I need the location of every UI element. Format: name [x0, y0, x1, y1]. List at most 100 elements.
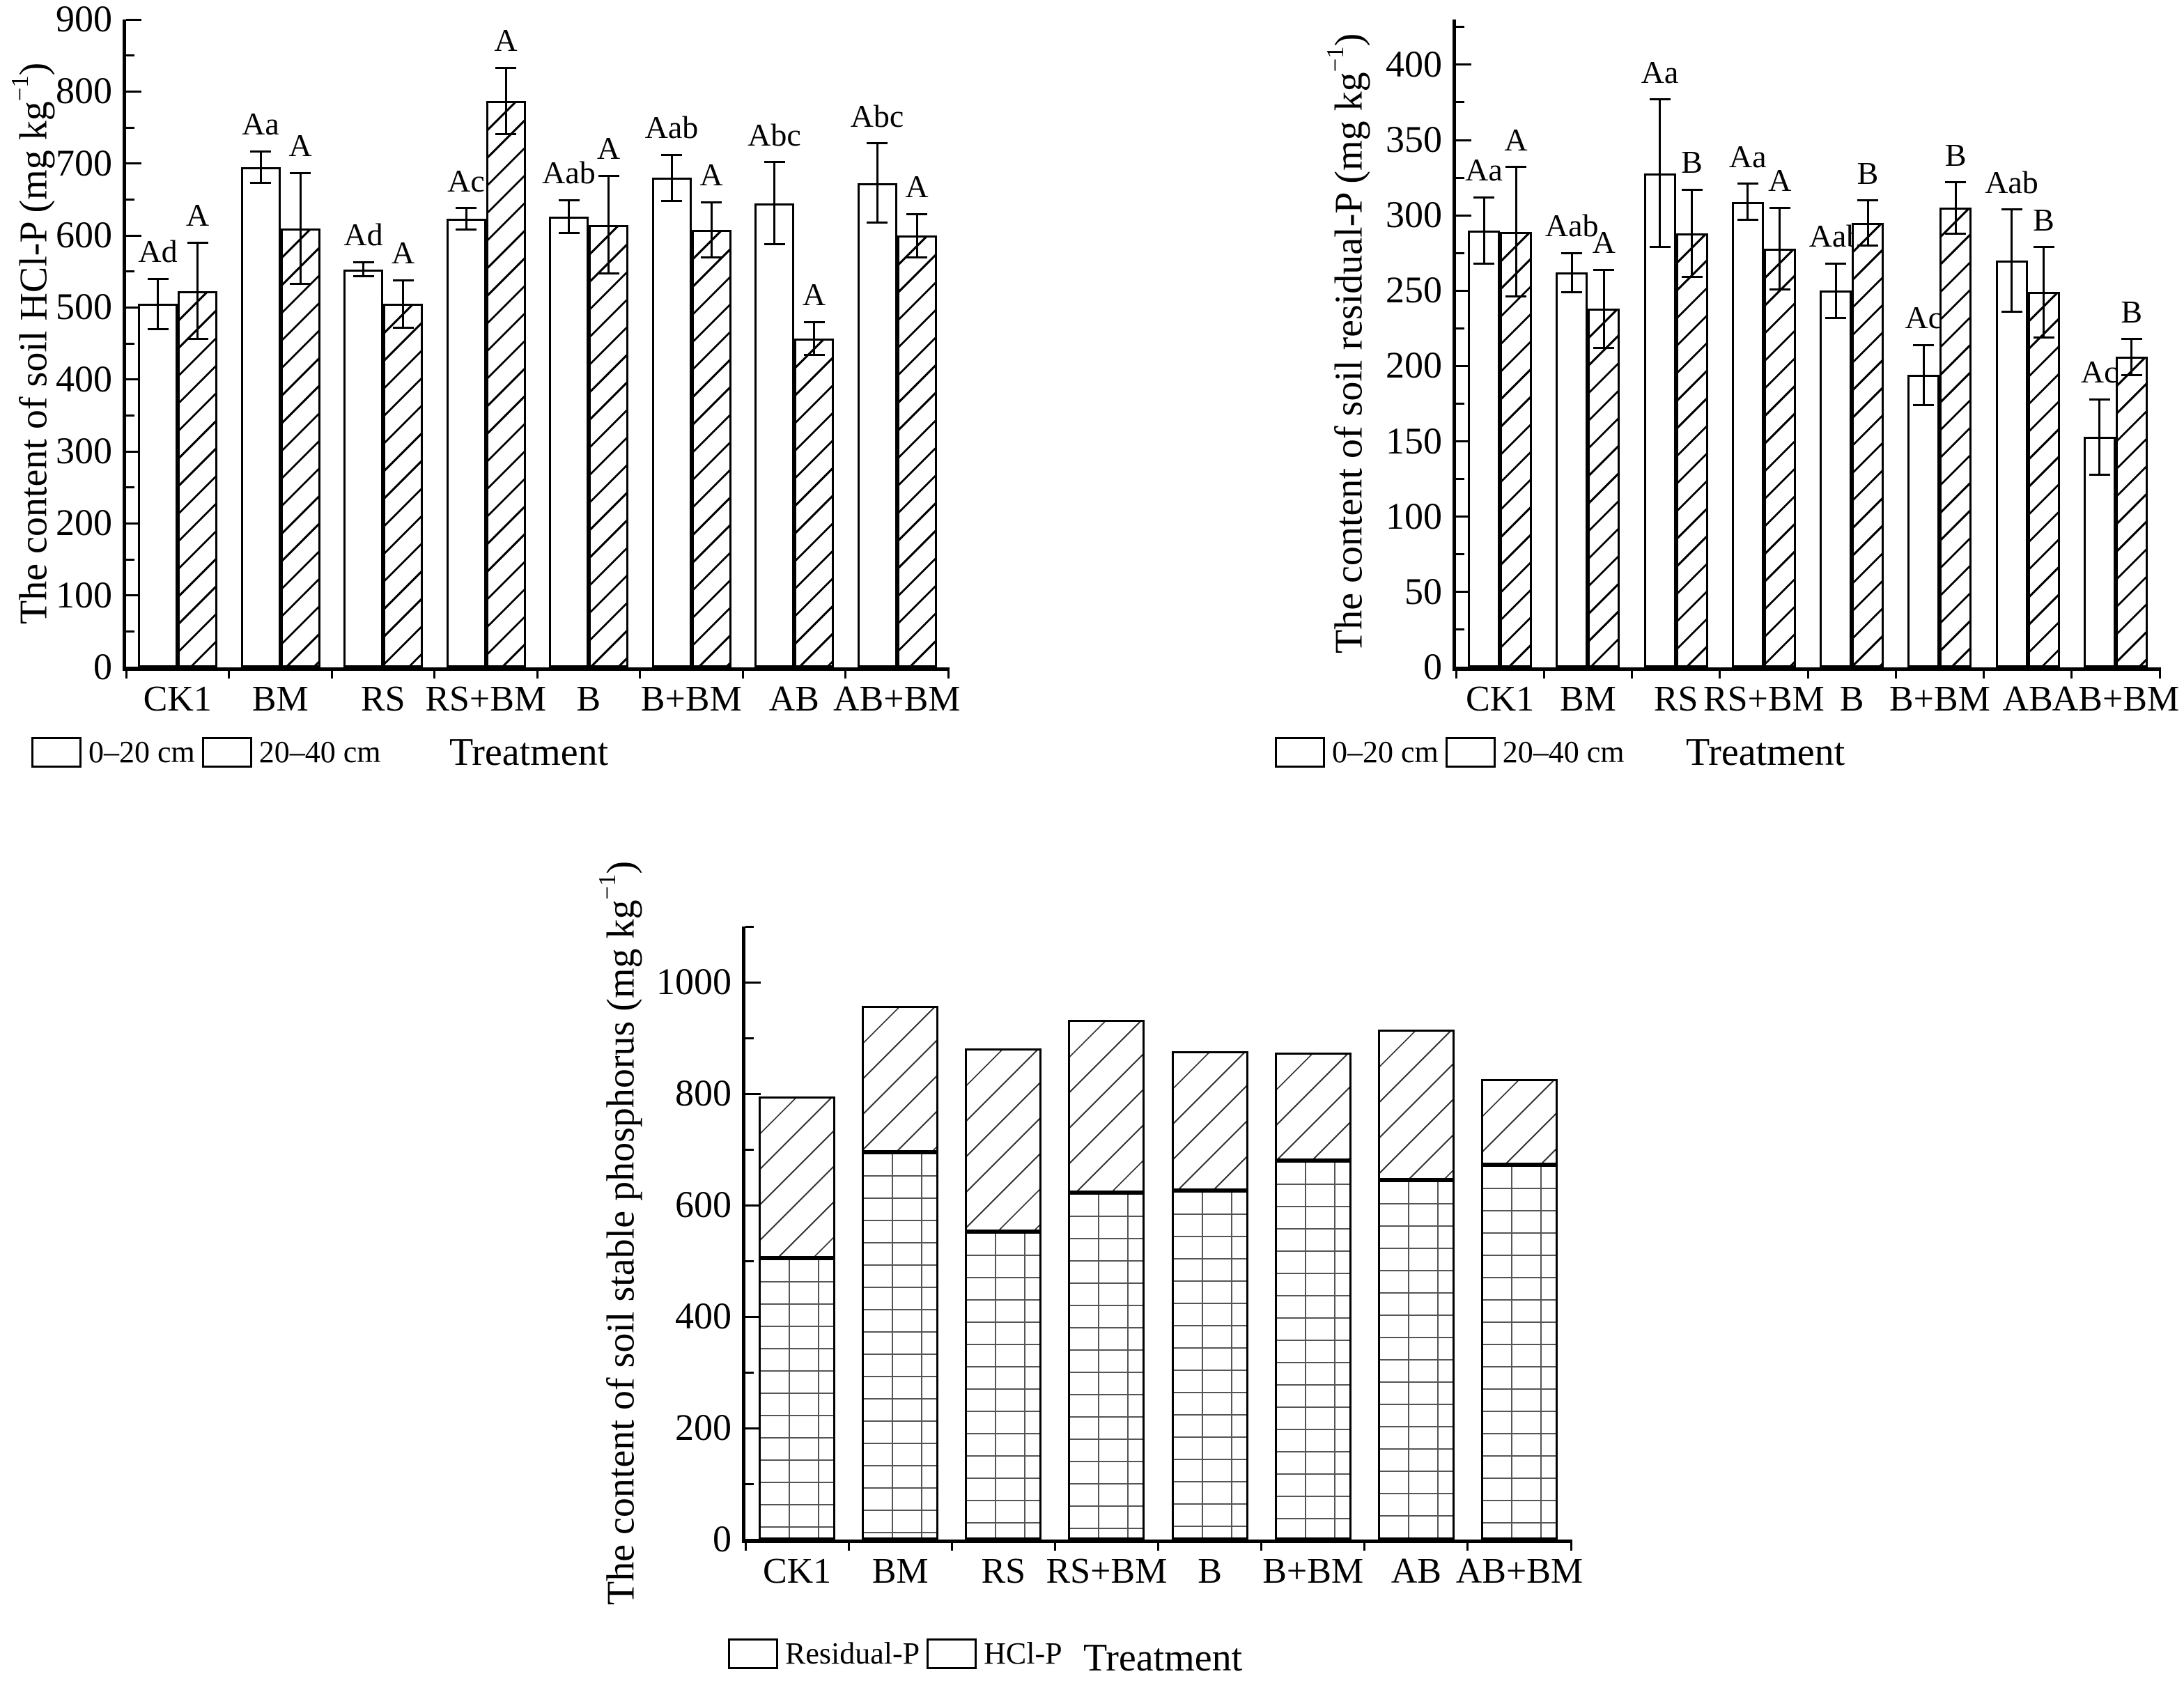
- error-bar-cap-top: [290, 171, 311, 174]
- error-bar-cap-top: [353, 261, 374, 263]
- significance-letter: Aa: [1728, 138, 1767, 174]
- y-major-tick: [745, 1538, 761, 1541]
- y-tick-label: 250: [1386, 269, 1442, 311]
- error-bar-cap-top: [701, 201, 722, 203]
- bar-20–40cm-AB+BM: [2115, 357, 2148, 667]
- error-bar-cap-top: [187, 241, 208, 244]
- bar-0–20cm-RS+BM: [1731, 201, 1764, 667]
- bar-0–20cm-B: [1820, 290, 1852, 667]
- y-tick-label: 350: [1386, 118, 1442, 161]
- error-bar: [876, 143, 878, 223]
- error-bar-cap-bottom: [2033, 336, 2054, 339]
- significance-letter: A: [596, 130, 621, 166]
- error-bar-cap-bottom: [456, 228, 477, 231]
- x-category-label: B+BM: [640, 679, 742, 719]
- bar-20–40cm-AB: [2027, 292, 2060, 667]
- error-bar: [1659, 99, 1661, 247]
- y-major-tick: [1456, 364, 1471, 367]
- bar-Residual-P-AB: [1377, 1030, 1455, 1180]
- y-tick-label: 300: [56, 430, 112, 472]
- bar-0–20cm-CK1: [138, 304, 178, 667]
- y-minor-tick: [1456, 327, 1464, 330]
- x-category-label: CK1: [143, 679, 212, 719]
- bar-20–40cm-RS: [383, 304, 423, 667]
- bar-20–40cm-RS: [1675, 233, 1708, 667]
- x-tick: [1806, 667, 1809, 679]
- error-bar-cap-top: [1945, 181, 1967, 184]
- bar-20–40cm-B: [1852, 222, 1884, 667]
- y-minor-tick: [126, 486, 134, 489]
- bar-Residual-P-RS+BM: [1068, 1020, 1145, 1193]
- plot-area-stable-p: 0 200 400 600 800 1000 CK1 BM RS RS+BM B B+BM AB AB+B…: [656, 925, 1583, 1590]
- error-bar: [157, 279, 159, 330]
- bar-0–20cm-AB: [1995, 261, 2028, 667]
- significance-letter: A: [185, 197, 210, 233]
- error-bar: [1922, 345, 1925, 405]
- error-bar-cap-top: [2001, 208, 2022, 210]
- x-category-label: RS+BM: [425, 679, 547, 719]
- error-bar-cap-bottom: [598, 272, 619, 275]
- x-category-label: AB+BM: [2052, 679, 2180, 719]
- y-major-tick: [126, 90, 141, 93]
- y-major-tick: [745, 1204, 761, 1207]
- x-tick: [2070, 667, 2073, 679]
- error-bar-cap-bottom: [2001, 311, 2022, 313]
- significance-letter: A: [905, 169, 929, 204]
- x-category-label: RS: [360, 679, 405, 719]
- y-major-tick: [1456, 289, 1471, 292]
- error-bar-cap-top: [1769, 206, 1790, 209]
- y-tick-label: 700: [56, 141, 112, 184]
- error-bar: [670, 155, 673, 201]
- error-bar-cap-bottom: [1913, 404, 1935, 407]
- y-minor-tick: [1456, 478, 1464, 481]
- bar-20–40cm-BM: [280, 228, 320, 667]
- plot-area-hcl-p: 0 100 200 300 400 500 600 700 800 900 CK1 BM RS RS+BM…: [56, 0, 960, 718]
- legend-swatch-20-40cm: [201, 737, 252, 768]
- x-tick: [228, 667, 230, 679]
- error-bar-cap-top: [906, 212, 927, 215]
- legend-label-0-20cm: 0–20 cm: [1332, 735, 1439, 769]
- error-bar: [1482, 197, 1485, 264]
- x-tick: [1542, 667, 1545, 679]
- x-category-label: B: [1198, 1551, 1222, 1591]
- error-bar-cap-top: [2033, 246, 2054, 249]
- error-bar-cap-top: [2089, 398, 2110, 401]
- significance-letter: Ad: [343, 217, 383, 253]
- bar-0–20cm-RS: [1643, 173, 1676, 667]
- error-bar-cap-bottom: [1769, 288, 1790, 290]
- error-bar-cap-top: [456, 207, 477, 210]
- error-bar-cap-bottom: [867, 221, 888, 224]
- y-major-tick: [126, 378, 141, 381]
- x-tick: [741, 667, 744, 679]
- legend-stable-p: Residual-P HCl-P: [728, 1638, 1062, 1669]
- x-category-label: CK1: [762, 1551, 832, 1591]
- y-tick-label: 600: [675, 1184, 731, 1225]
- y-tick-label: 100: [56, 573, 112, 616]
- y-minor-tick: [745, 1037, 754, 1039]
- x-tick: [1363, 1540, 1366, 1551]
- x-category-label: RS: [981, 1551, 1026, 1591]
- y-major-tick: [1456, 591, 1471, 594]
- error-bar-cap-bottom: [1593, 346, 1615, 349]
- legend-residual-p: 0–20 cm 20–40 cm: [1275, 737, 1625, 768]
- bar-0–20cm-B+BM: [651, 178, 692, 667]
- error-bar: [465, 208, 467, 230]
- x-tick: [433, 667, 435, 679]
- x-category-label: RS+BM: [1046, 1551, 1168, 1591]
- error-bar-cap-top: [764, 161, 785, 164]
- y-minor-tick: [1456, 176, 1464, 179]
- significance-letter: Aab: [1544, 208, 1599, 244]
- x-category-label: AB+BM: [833, 679, 961, 719]
- error-bar: [813, 322, 815, 355]
- y-major-tick: [745, 1427, 761, 1429]
- y-minor-tick: [745, 1371, 754, 1374]
- y-minor-tick: [126, 342, 134, 345]
- bar-HCl-P-RS+BM: [1068, 1192, 1145, 1540]
- significance-letter: Ad: [138, 233, 178, 269]
- legend-swatch-residual-p: [728, 1638, 778, 1669]
- bar-HCl-P-AB+BM: [1480, 1164, 1558, 1540]
- error-bar: [2130, 339, 2133, 375]
- error-bar: [259, 151, 262, 183]
- bar-20–40cm-CK1: [1500, 231, 1532, 667]
